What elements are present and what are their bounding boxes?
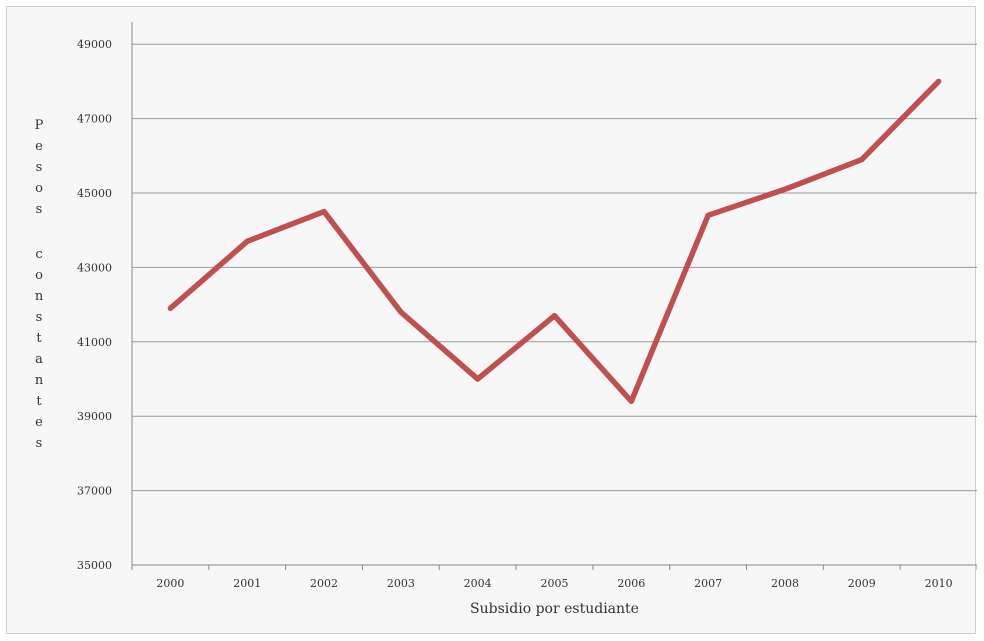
y-axis-title-char: e (35, 139, 43, 154)
line-chart: 35000 37000 39000 41000 43000 45000 47000 49000… (35, 22, 977, 617)
data-point (936, 78, 942, 84)
y-axis-title-char: s (36, 310, 43, 325)
y-tick-label: 43000 (77, 261, 112, 274)
x-tick-label: 2004 (464, 577, 492, 590)
y-axis-title-char: s (36, 160, 43, 175)
x-tick-label: 2009 (848, 577, 876, 590)
chart-frame: 35000 37000 39000 41000 43000 45000 47000 49000… (6, 6, 977, 634)
data-point (705, 212, 711, 218)
y-axis-title-char: P (35, 118, 44, 133)
data-point (859, 157, 865, 163)
x-tick-label: 2006 (617, 577, 645, 590)
y-axis-title-char: a (35, 352, 43, 367)
y-axis-title-char: s (36, 436, 43, 451)
data-point (244, 238, 250, 244)
gridlines (132, 43, 977, 492)
x-tick-label: 2005 (541, 577, 569, 590)
axes (131, 22, 977, 570)
y-axis-title-char: t (36, 331, 42, 346)
x-tick-label: 2002 (310, 577, 338, 590)
data-point (321, 209, 327, 215)
y-tick-label: 39000 (77, 410, 112, 423)
series-line (167, 78, 942, 405)
x-tick-label: 2010 (925, 577, 953, 590)
y-tick-label: 49000 (77, 38, 112, 51)
data-point (167, 305, 173, 311)
data-point (628, 398, 634, 404)
y-tick-label: 35000 (77, 559, 112, 572)
y-tick-label: 45000 (77, 187, 112, 200)
y-axis-title-char: o (35, 181, 43, 196)
y-axis-title-char: s (36, 202, 43, 217)
y-tick-label: 47000 (77, 113, 112, 126)
x-tick-label: 2000 (156, 577, 184, 590)
data-point (475, 376, 481, 382)
x-tick-label: 2008 (771, 577, 799, 590)
x-axis-title: Subsidio por estudiante (470, 601, 639, 617)
y-axis-title-char: n (35, 373, 44, 388)
data-point (552, 313, 557, 319)
y-axis-title-char: c (35, 247, 42, 262)
x-tick-labels: 2000 2001 2002 2003 2004 2005 2006 2007 2008 2009… (156, 577, 952, 590)
y-axis-title-char: n (35, 289, 44, 304)
y-tick-labels: 35000 37000 39000 41000 43000 45000 47000 49000 (77, 38, 112, 572)
x-tick-label: 2003 (387, 577, 415, 590)
y-axis-title-char: t (36, 394, 42, 409)
series-layer (167, 78, 942, 405)
x-tick-label: 2007 (694, 577, 722, 590)
y-tick-label: 41000 (77, 336, 112, 349)
y-tick-label: 37000 (77, 485, 112, 498)
x-tick-label: 2001 (233, 577, 261, 590)
y-axis-title-char: e (35, 415, 43, 430)
y-axis-title-char: o (35, 268, 43, 283)
data-point (398, 309, 404, 315)
data-point (782, 186, 788, 192)
